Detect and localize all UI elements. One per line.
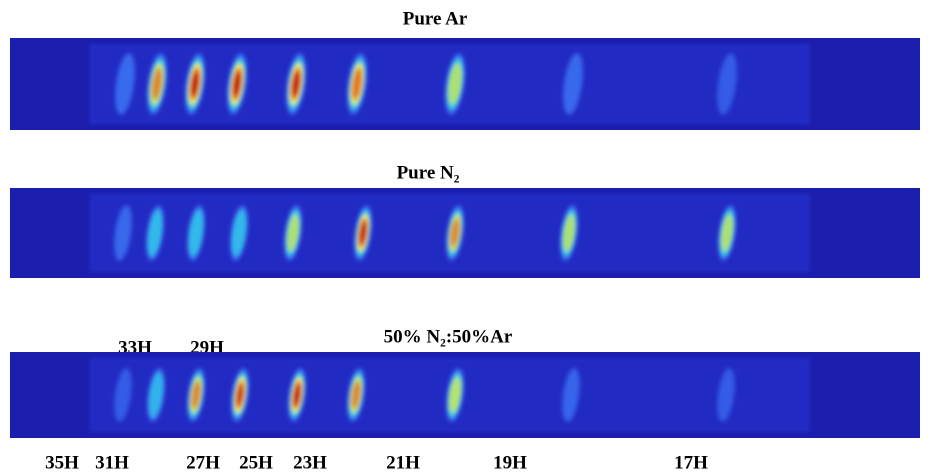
spot-layer xyxy=(717,368,735,422)
harmonic-spot xyxy=(445,53,465,115)
spectrum-panel xyxy=(10,38,920,130)
harmonic-spot xyxy=(185,53,205,115)
spot-layer xyxy=(562,214,576,252)
spot-layer xyxy=(114,368,132,422)
spot-layer xyxy=(286,214,300,252)
spot-layer xyxy=(359,223,367,243)
harmonic-spot xyxy=(717,53,737,115)
spot-layer xyxy=(188,209,204,257)
harmonic-spot xyxy=(446,205,464,261)
spot-layer xyxy=(147,209,163,257)
harmonic-spot xyxy=(227,53,247,115)
spectra xyxy=(10,38,920,438)
spot-layer xyxy=(450,218,460,248)
harmonic-label: 19H xyxy=(493,452,527,473)
harmonic-spot xyxy=(354,205,372,261)
spot-layer xyxy=(449,376,461,414)
harmonic-spot xyxy=(347,53,367,115)
spot-layer xyxy=(720,214,734,252)
harmonic-label: 25H xyxy=(239,452,273,473)
spectrum-panel xyxy=(10,352,920,438)
harmonic-spot xyxy=(562,368,580,422)
spectrum-panel xyxy=(10,188,920,278)
harmonic-spot xyxy=(284,205,302,261)
spot-layer xyxy=(351,381,361,409)
panel-title: Pure N₂ xyxy=(397,162,460,183)
spot-layer xyxy=(351,68,363,100)
harmonic-label: 21H xyxy=(386,452,420,473)
harmonic-spot xyxy=(187,368,205,422)
harmonic-spot xyxy=(187,205,205,261)
harmonic-spot xyxy=(286,53,306,115)
spot-layer xyxy=(292,72,300,96)
spot-layer xyxy=(114,205,132,261)
spot-layer xyxy=(717,53,737,115)
harmonic-spot xyxy=(114,205,132,261)
spot-layer xyxy=(563,53,583,115)
harmonic-spot xyxy=(717,368,735,422)
panel-title: Pure Ar xyxy=(403,8,468,29)
harmonic-spot xyxy=(718,205,736,261)
harmonic-spot xyxy=(563,53,583,115)
harmonic-spot xyxy=(446,368,464,422)
harmonic-spot xyxy=(146,205,164,261)
harmonic-spot xyxy=(115,53,135,115)
spot-layer xyxy=(562,368,580,422)
harmonic-label: 27H xyxy=(186,452,220,473)
spot-layer xyxy=(236,385,244,405)
harmonic-spot xyxy=(114,368,132,422)
bottom-labels: 35H 31H 27H 25H 23H 21H 19H 17H xyxy=(45,452,708,473)
harmonic-spot xyxy=(347,368,365,422)
harmonic-label: 31H xyxy=(95,452,129,473)
harmonic-spot xyxy=(288,368,306,422)
harmonic-label: 17H xyxy=(674,452,708,473)
harmonic-label: 23H xyxy=(293,452,327,473)
harmonic-spot xyxy=(147,368,165,422)
spot-layer xyxy=(293,385,301,405)
spot-layer xyxy=(448,63,462,105)
spot-layer xyxy=(231,209,247,257)
spot-layer xyxy=(233,72,241,96)
harmonic-spot xyxy=(560,205,578,261)
harmonic-spot xyxy=(230,205,248,261)
panel-title: 50% N₂:50%Ar xyxy=(384,326,513,347)
harmonic-spot xyxy=(147,53,167,115)
spot-layer xyxy=(115,53,135,115)
harmonic-spot xyxy=(231,368,249,422)
spot-layer xyxy=(151,68,163,100)
harmonic-label: 35H xyxy=(45,452,79,473)
spot-layer xyxy=(148,372,164,418)
spot-layer xyxy=(191,381,201,409)
spot-layer xyxy=(191,72,199,96)
